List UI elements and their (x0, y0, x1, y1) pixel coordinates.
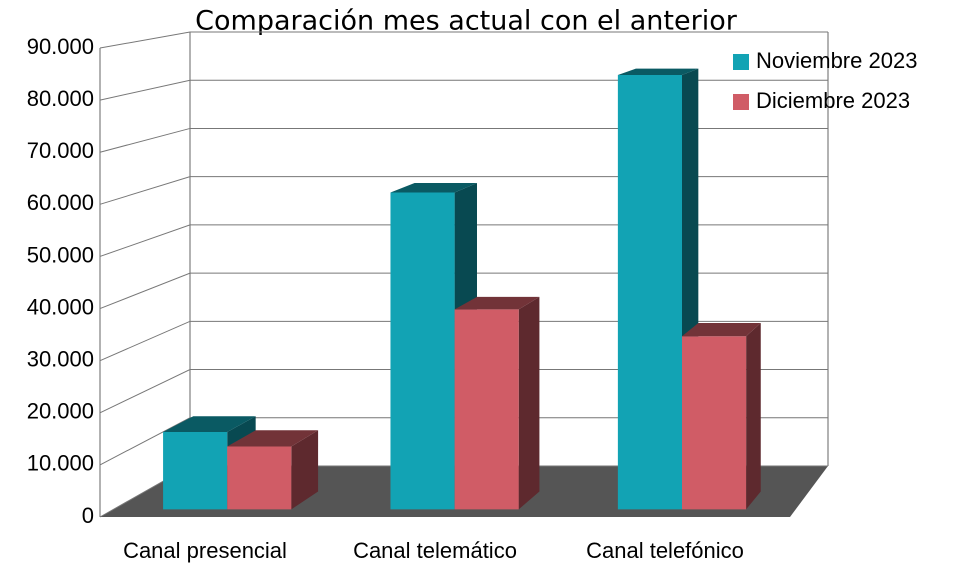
y-tick-label: 20.000 (27, 399, 94, 424)
bar (227, 430, 319, 510)
bar-front (227, 446, 292, 510)
bar-side (518, 296, 540, 510)
grid-line (99, 320, 828, 362)
bar-front (163, 432, 228, 510)
legend-swatch (733, 54, 749, 70)
legend-label: Noviembre 2023 (756, 48, 917, 73)
bar-top (454, 296, 540, 310)
y-tick-label: 70.000 (27, 138, 94, 163)
grid-line (99, 417, 828, 466)
bar-front (454, 309, 519, 510)
grid-line (99, 127, 828, 153)
x-tick-label: Canal telemático (353, 538, 517, 563)
y-tick-label: 60.000 (27, 190, 94, 215)
chart-title: Comparación mes actual con el anterior (195, 6, 738, 37)
bar-top (163, 416, 256, 433)
grid-line (99, 176, 828, 205)
bar-side (746, 322, 761, 510)
y-tick-label: 10.000 (27, 451, 94, 476)
bar (454, 296, 540, 510)
y-tick-label: 30.000 (27, 346, 94, 371)
bar-top (227, 430, 319, 447)
bar-front (617, 74, 682, 510)
bar-front (390, 192, 455, 510)
bar-front (682, 336, 747, 510)
legend-label: Diciembre 2023 (756, 88, 910, 113)
grid-line (99, 31, 828, 49)
y-tick-label: 90.000 (27, 34, 94, 59)
bar-side (291, 430, 319, 510)
grid-line (99, 79, 828, 101)
grid-line (99, 369, 828, 414)
bar (682, 322, 761, 510)
y-tick-label: 80.000 (27, 86, 94, 111)
x-tick-label: Canal telefónico (586, 538, 744, 563)
y-tick-label: 50.000 (27, 242, 94, 267)
grid-line (99, 272, 828, 310)
bar-top (390, 182, 477, 193)
legend-swatch (733, 94, 749, 110)
bar-top (617, 68, 699, 75)
y-tick-label: 0 (82, 503, 94, 528)
y-tick-label: 40.000 (27, 294, 94, 319)
bar-top (682, 322, 761, 337)
grid-line (99, 224, 828, 257)
x-tick-label: Canal presencial (123, 538, 287, 563)
